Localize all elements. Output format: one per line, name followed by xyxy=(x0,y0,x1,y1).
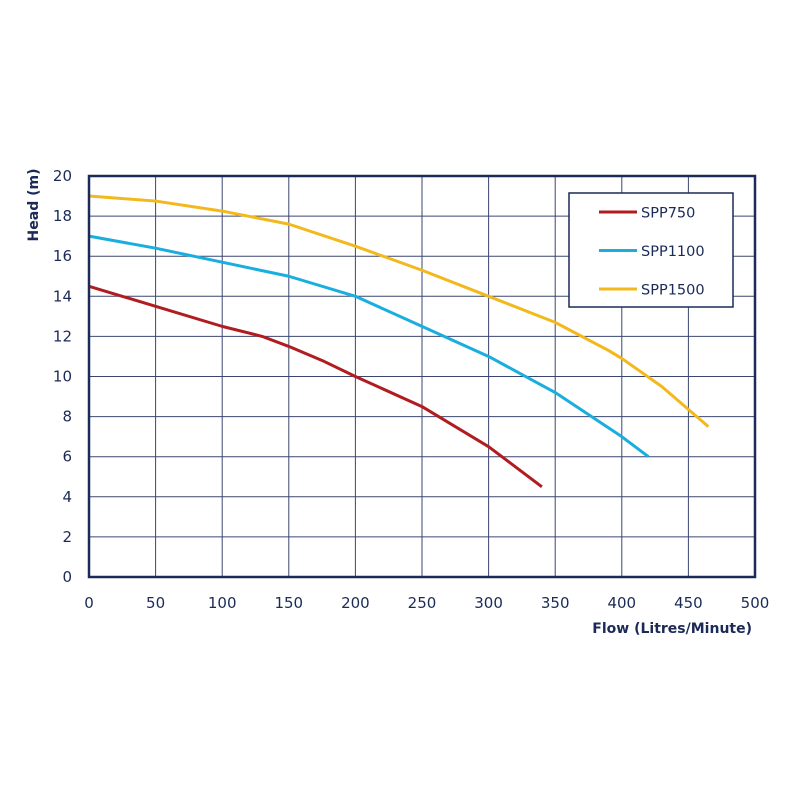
plot-frame xyxy=(87,174,757,579)
y-tick-label: 10 xyxy=(53,368,72,386)
y-axis-label: Head (m) xyxy=(26,169,42,242)
y-tick-label: 6 xyxy=(62,448,72,466)
x-tick-label: 150 xyxy=(274,594,303,612)
y-tick-label: 2 xyxy=(62,528,72,546)
y-tick-label: 16 xyxy=(53,247,72,265)
series-line-spp750 xyxy=(88,284,543,488)
y-tick-label: 8 xyxy=(62,408,72,426)
y-tick-label: 4 xyxy=(62,488,72,506)
y-tick-label: 14 xyxy=(53,287,72,305)
legend-label: SPP1100 xyxy=(641,244,705,260)
legend: SPP750 SPP1100 SPP1500 xyxy=(568,192,734,308)
y-tick-label: 0 xyxy=(62,568,72,586)
legend-label: SPP750 xyxy=(641,206,695,222)
x-tick-label: 100 xyxy=(208,594,237,612)
x-tick-labels: 0 50 100 150 200 250 300 350 400 450 500 xyxy=(84,594,769,612)
x-tick-label: 350 xyxy=(541,594,570,612)
x-tick-label: 200 xyxy=(341,594,370,612)
x-tick-label: 450 xyxy=(674,594,703,612)
x-axis-label: Flow (Litres/Minute) xyxy=(592,621,752,637)
series-line-spp1100 xyxy=(88,234,650,458)
y-tick-label: 18 xyxy=(53,207,72,225)
y-tick-label: 20 xyxy=(53,167,72,185)
x-tick-label: 0 xyxy=(84,594,94,612)
x-tick-label: 500 xyxy=(741,594,770,612)
legend-label: SPP1500 xyxy=(641,283,705,299)
x-tick-label: 50 xyxy=(146,594,165,612)
x-tick-label: 300 xyxy=(474,594,503,612)
x-tick-label: 250 xyxy=(408,594,437,612)
series-lines xyxy=(88,194,710,488)
legend-box xyxy=(568,192,734,308)
y-tick-label: 12 xyxy=(53,327,72,345)
y-tick-labels: 0 2 4 6 8 10 12 14 16 18 20 xyxy=(53,167,72,586)
x-tick-label: 400 xyxy=(607,594,636,612)
series-line-spp1500 xyxy=(88,194,710,428)
